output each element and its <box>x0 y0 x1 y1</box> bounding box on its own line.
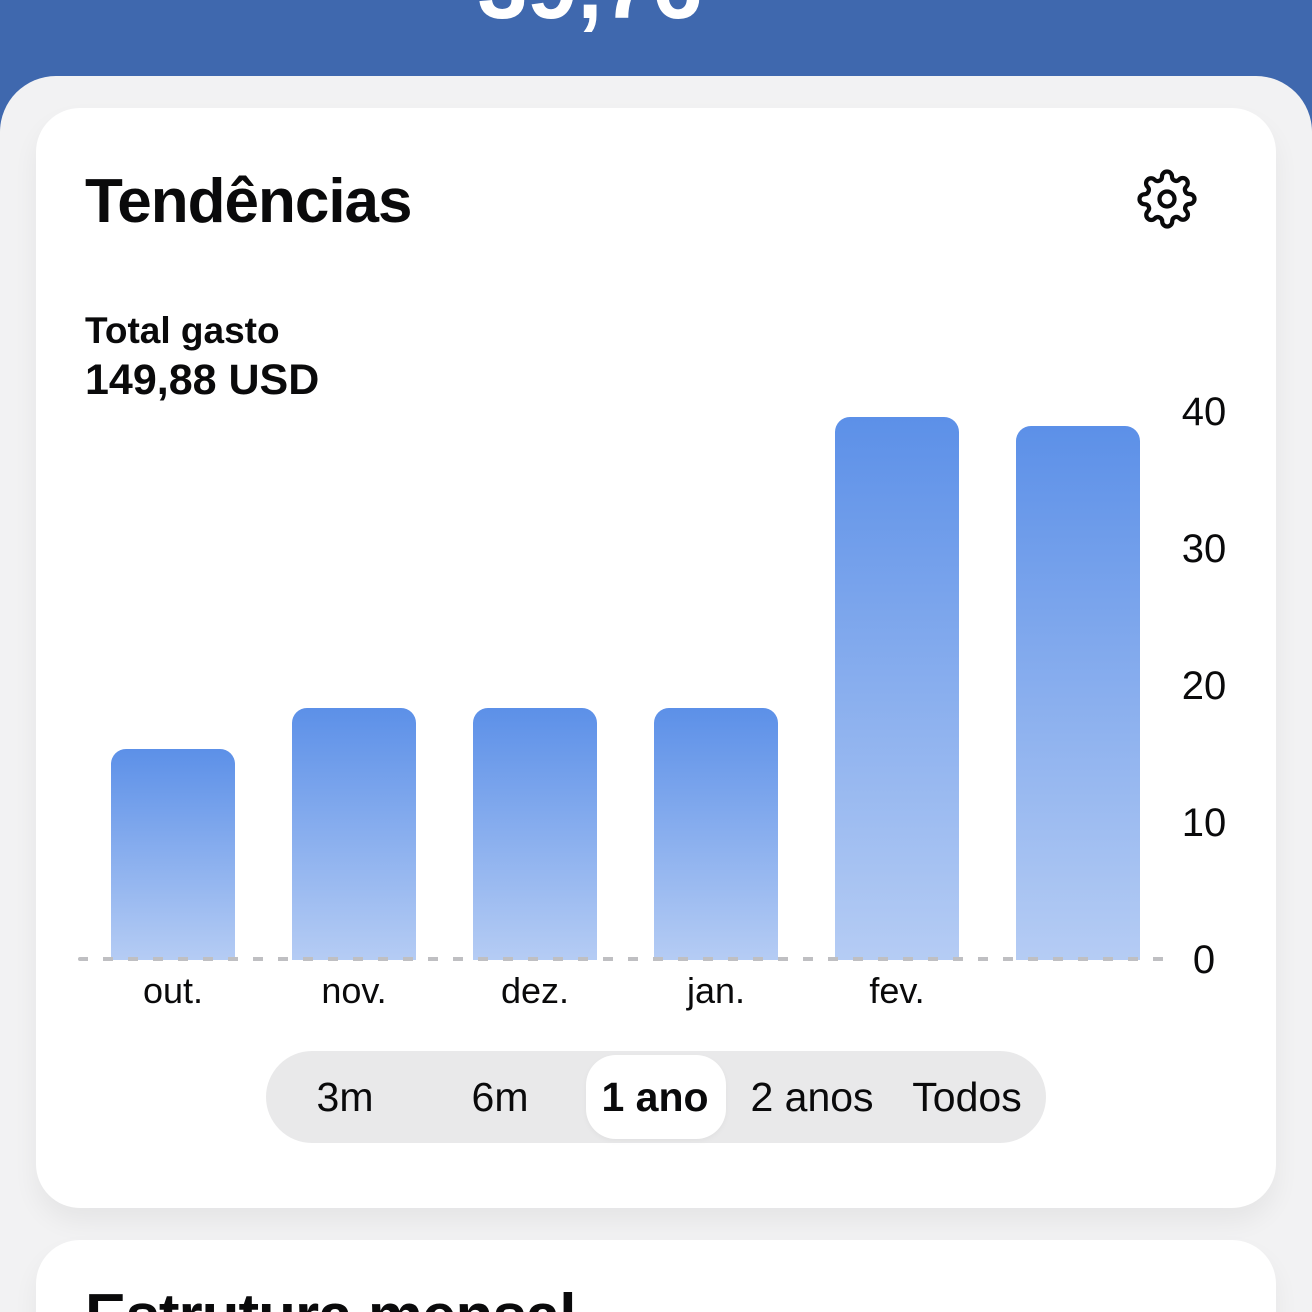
range-option-1ano[interactable]: 1 ano <box>601 1074 709 1120</box>
monthly-structure-title: Estrutura mensal <box>85 1281 577 1312</box>
total-spent-value: 149,88 USD <box>85 356 320 404</box>
chart-bar[interactable] <box>292 708 416 960</box>
range-option-2anos[interactable]: 2 anos <box>750 1074 874 1120</box>
chart-bar[interactable] <box>473 708 597 960</box>
trends-card-title: Tendências <box>85 167 413 236</box>
range-option-3m[interactable]: 3m <box>316 1074 374 1120</box>
monthly-structure-card: Estrutura mensal <box>36 1240 1276 1312</box>
header-amount: 39,76 <box>0 0 1180 33</box>
chart-bar[interactable] <box>654 708 778 960</box>
chart-bar[interactable] <box>1016 426 1140 960</box>
range-option-todos[interactable]: Todos <box>912 1074 1022 1120</box>
selected-range-pill <box>586 1055 726 1139</box>
settings-button[interactable] <box>1136 168 1198 230</box>
total-spent-label: Total gasto <box>85 310 280 351</box>
range-option-6m[interactable]: 6m <box>471 1074 529 1120</box>
range-selector: 3m 6m 1 ano 2 anos Todos <box>266 1051 1046 1143</box>
chart-bar[interactable] <box>835 417 959 960</box>
gear-icon <box>1137 169 1197 229</box>
chart-bar[interactable] <box>111 749 235 960</box>
